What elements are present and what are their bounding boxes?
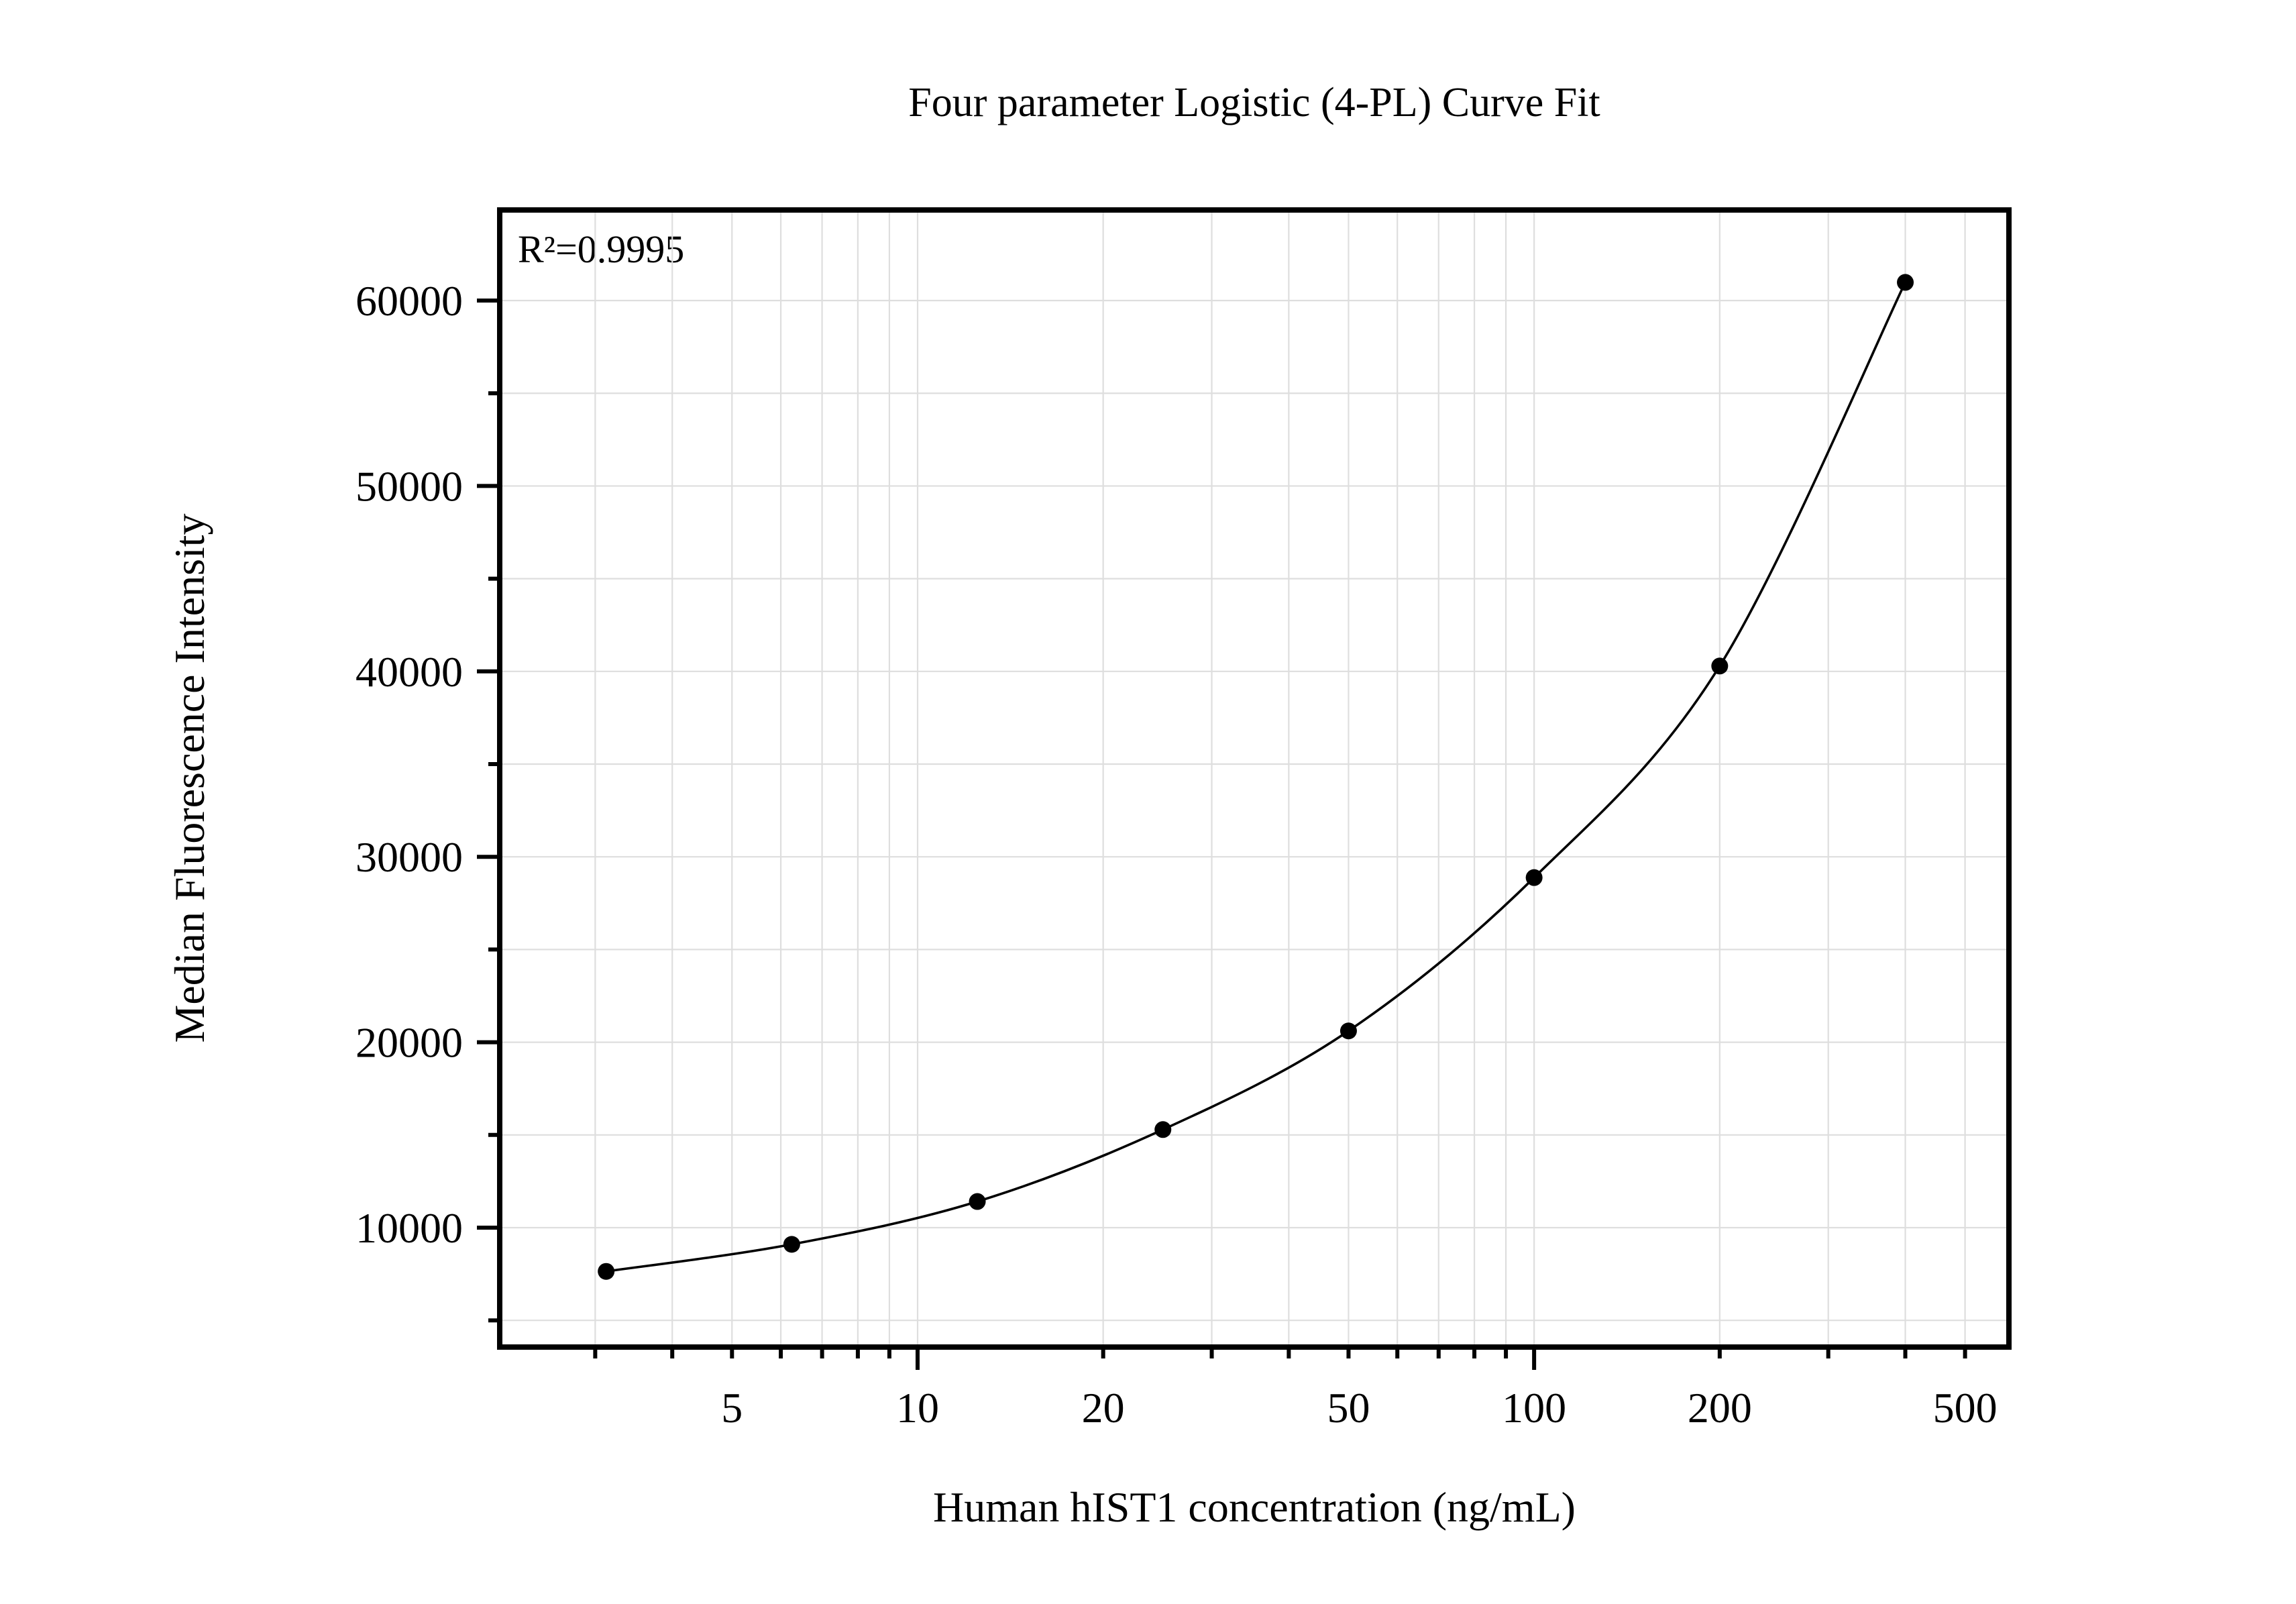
x-tick-label: 50 [1327,1384,1370,1432]
x-tick-label: 100 [1502,1384,1566,1432]
y-tick-label: 20000 [356,1019,463,1067]
x-tick-label: 500 [1933,1384,1998,1432]
x-tick-label: 200 [1688,1384,1752,1432]
y-tick-label: 10000 [356,1204,463,1252]
y-tick-label: 60000 [356,277,463,325]
y-tick-label: 30000 [356,833,463,881]
data-point [1711,657,1729,675]
y-tick-label: 50000 [356,462,463,510]
data-point [969,1193,986,1210]
fit-curve [606,282,1907,1273]
data-point [783,1236,800,1253]
y-tick-label: 40000 [356,648,463,696]
plot-frame [497,207,2012,1350]
x-tick-label: 20 [1082,1384,1125,1432]
data-point [1340,1022,1357,1040]
data-point [1154,1121,1172,1138]
x-axis-title: Human hIST1 concentration (ng/mL) [933,1483,1576,1531]
x-tick-label: 10 [896,1384,939,1432]
r-squared-annotation: R²=0.9995 [518,227,685,271]
chart-title: Four parameter Logistic (4-PL) Curve Fit [908,80,1600,125]
y-axis-title: Median Fluorescence Intensity [166,513,213,1043]
data-point [598,1263,615,1280]
data-point [1525,869,1543,886]
x-tick-label: 5 [721,1384,743,1432]
data-point [1897,274,1914,291]
